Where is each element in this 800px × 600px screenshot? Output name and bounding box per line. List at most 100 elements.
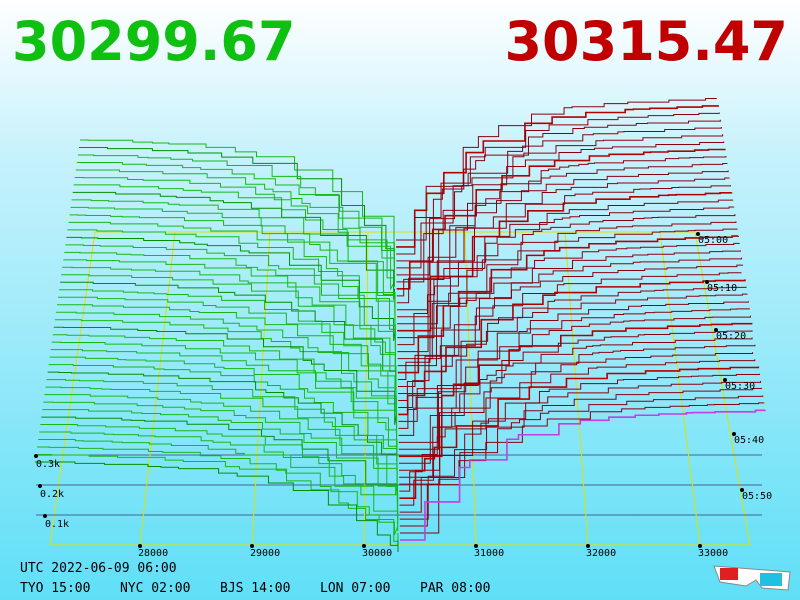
ask-depth-line (398, 330, 753, 464)
ask-depth-line (397, 228, 738, 367)
bid-depth-line (62, 266, 397, 371)
price-tick-label: 32000 (586, 548, 616, 559)
cyan-lens (760, 573, 782, 586)
ask-depth-line (397, 191, 733, 332)
ask-depth-line (399, 388, 763, 520)
bid-depth-line (48, 364, 398, 462)
price-grid-line (659, 231, 701, 546)
bid-depth-line (46, 379, 398, 476)
bid-depth-line (53, 326, 397, 425)
ask-depth-line (398, 279, 746, 416)
zone-time: TYO 15:00 (20, 581, 90, 596)
tick-dot (38, 484, 42, 488)
3d-glasses-icon (713, 565, 791, 591)
ask-depth-line (398, 293, 748, 429)
tick-dot (714, 328, 718, 332)
bid-depth-line (51, 341, 398, 441)
ask-depth-line (397, 250, 741, 388)
tick-dot (705, 280, 709, 284)
zone-time: BJS 14:00 (220, 581, 290, 596)
ask-depth-line (396, 134, 724, 276)
ask-depth-line (397, 235, 740, 374)
zone-time: LON 07:00 (320, 581, 390, 596)
volume-tick-label: 0.1k (45, 519, 69, 530)
price-tick-label: 31000 (474, 548, 504, 559)
price-tick-label: 33000 (698, 548, 728, 559)
bid-depth-line (44, 394, 398, 490)
ask-depth-line (398, 315, 751, 450)
ask-depth-line (399, 395, 764, 527)
ask-depth-line (398, 308, 750, 443)
time-tick-label: 05:40 (734, 435, 764, 446)
price-grid-line (363, 231, 369, 546)
floor-grid (36, 231, 762, 546)
bid-depth-line (42, 409, 398, 504)
volume-tick-label: 0.2k (40, 489, 64, 500)
price-tick-label: 28000 (138, 548, 168, 559)
depth-lines (35, 98, 766, 552)
price-grid-line (564, 231, 589, 546)
ask-depth-line (399, 337, 753, 471)
ask-depth-line (397, 206, 735, 346)
ask-depth-line (397, 185, 731, 325)
axis-labels: 28000 29000 30000 31000 32000 33000 0.3k 0.2k 0.… (34, 232, 772, 559)
bid-depth-line (59, 289, 397, 391)
tick-dot (34, 454, 38, 458)
tick-dot (43, 514, 47, 518)
ask-depth-line (397, 199, 734, 339)
bid-depth-line (69, 214, 396, 322)
tick-dot (586, 544, 590, 548)
bid-depth-line (65, 244, 396, 350)
bid-depth-line (37, 446, 399, 536)
ask-depth-line (399, 366, 760, 499)
ask-depth-line (397, 242, 740, 381)
bid-depth-line (75, 169, 395, 280)
zone-time: PAR 08:00 (420, 581, 490, 596)
ask-depth-line (397, 221, 737, 360)
ask-depth-line (396, 112, 720, 255)
ask-depth-line (397, 214, 736, 353)
bid-depth-line (67, 229, 396, 336)
bid-depth-line (40, 424, 399, 518)
ask-depth-line (400, 409, 766, 541)
bid-depth-line (63, 259, 396, 364)
zone-time: NYC 02:00 (120, 581, 190, 596)
bid-depth-line (76, 161, 395, 273)
ask-depth-line (398, 257, 743, 394)
time-tick-label: 05:30 (725, 381, 755, 392)
bid-depth-line (36, 454, 399, 546)
ask-depth-line (398, 264, 744, 401)
utc-time: UTC 2022-06-09 06:00 (20, 561, 177, 576)
bid-depth-line (52, 334, 397, 434)
bid-depth-line (70, 206, 396, 315)
bid-depth-line (38, 439, 399, 532)
ask-depth-line (398, 286, 747, 422)
bid-depth-line (71, 199, 396, 308)
bid-depth-line (74, 176, 395, 287)
time-tick-label: 05:50 (742, 491, 772, 502)
floor-border (49, 231, 751, 546)
bid-depth-line (58, 296, 397, 399)
bid-depth-line (73, 184, 395, 291)
ask-depth-line (398, 301, 749, 436)
bid-depth-line (54, 319, 397, 420)
ask-depth-line (399, 380, 762, 513)
ask-depth-line (399, 373, 760, 506)
ask-depth-line (396, 105, 719, 248)
bid-depth-line (39, 431, 399, 525)
bid-depth-line (55, 311, 397, 413)
ask-depth-line (399, 359, 756, 492)
bid-depth-line (47, 371, 398, 469)
ask-depth-line (399, 344, 756, 478)
ask-price: 30315.47 (504, 10, 788, 73)
bid-depth-line (72, 191, 396, 300)
tick-dot (732, 432, 736, 436)
bid-depth-line (64, 251, 396, 357)
tick-dot (138, 544, 142, 548)
price-tick-label: 30000 (362, 548, 392, 559)
ask-depth-line (396, 141, 725, 283)
bid-depth-line (78, 146, 395, 259)
ask-depth-line (396, 119, 721, 262)
ask-depth-line (396, 156, 727, 297)
